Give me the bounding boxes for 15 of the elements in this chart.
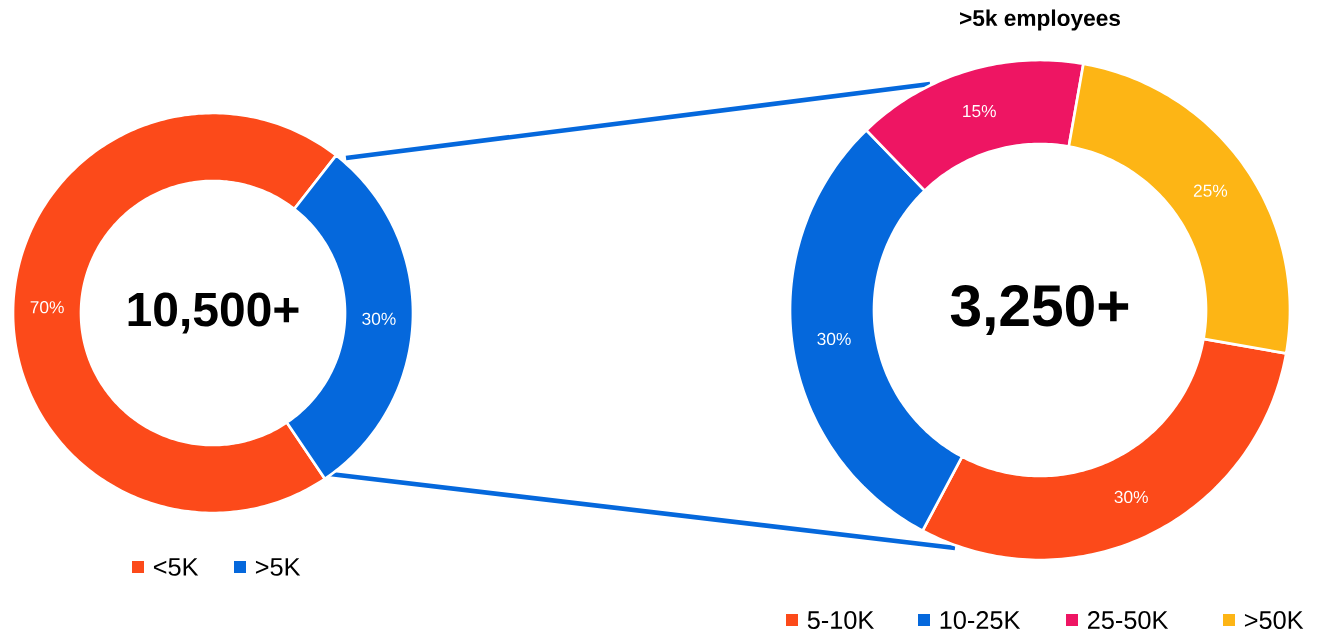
data-label: 30%: [1114, 490, 1148, 504]
data-label: 15%: [963, 105, 996, 118]
data-label: 70%: [30, 301, 64, 314]
chart-title: >5k employees: [960, 9, 1120, 31]
legend-label: <5K: [153, 558, 199, 576]
legend-label: >50K: [1244, 611, 1304, 629]
text: 3,250+: [950, 284, 1129, 336]
legend-label: 10-25K: [940, 611, 1021, 629]
data-label: 30%: [817, 332, 851, 346]
legend-label: 5-10K: [807, 611, 875, 629]
legend-label: 25-50K: [1087, 611, 1169, 629]
legend-label: >5K: [255, 558, 301, 576]
text: 10,500+: [128, 292, 299, 334]
data-label: 25%: [1193, 184, 1228, 197]
data-label: 30%: [362, 312, 396, 325]
